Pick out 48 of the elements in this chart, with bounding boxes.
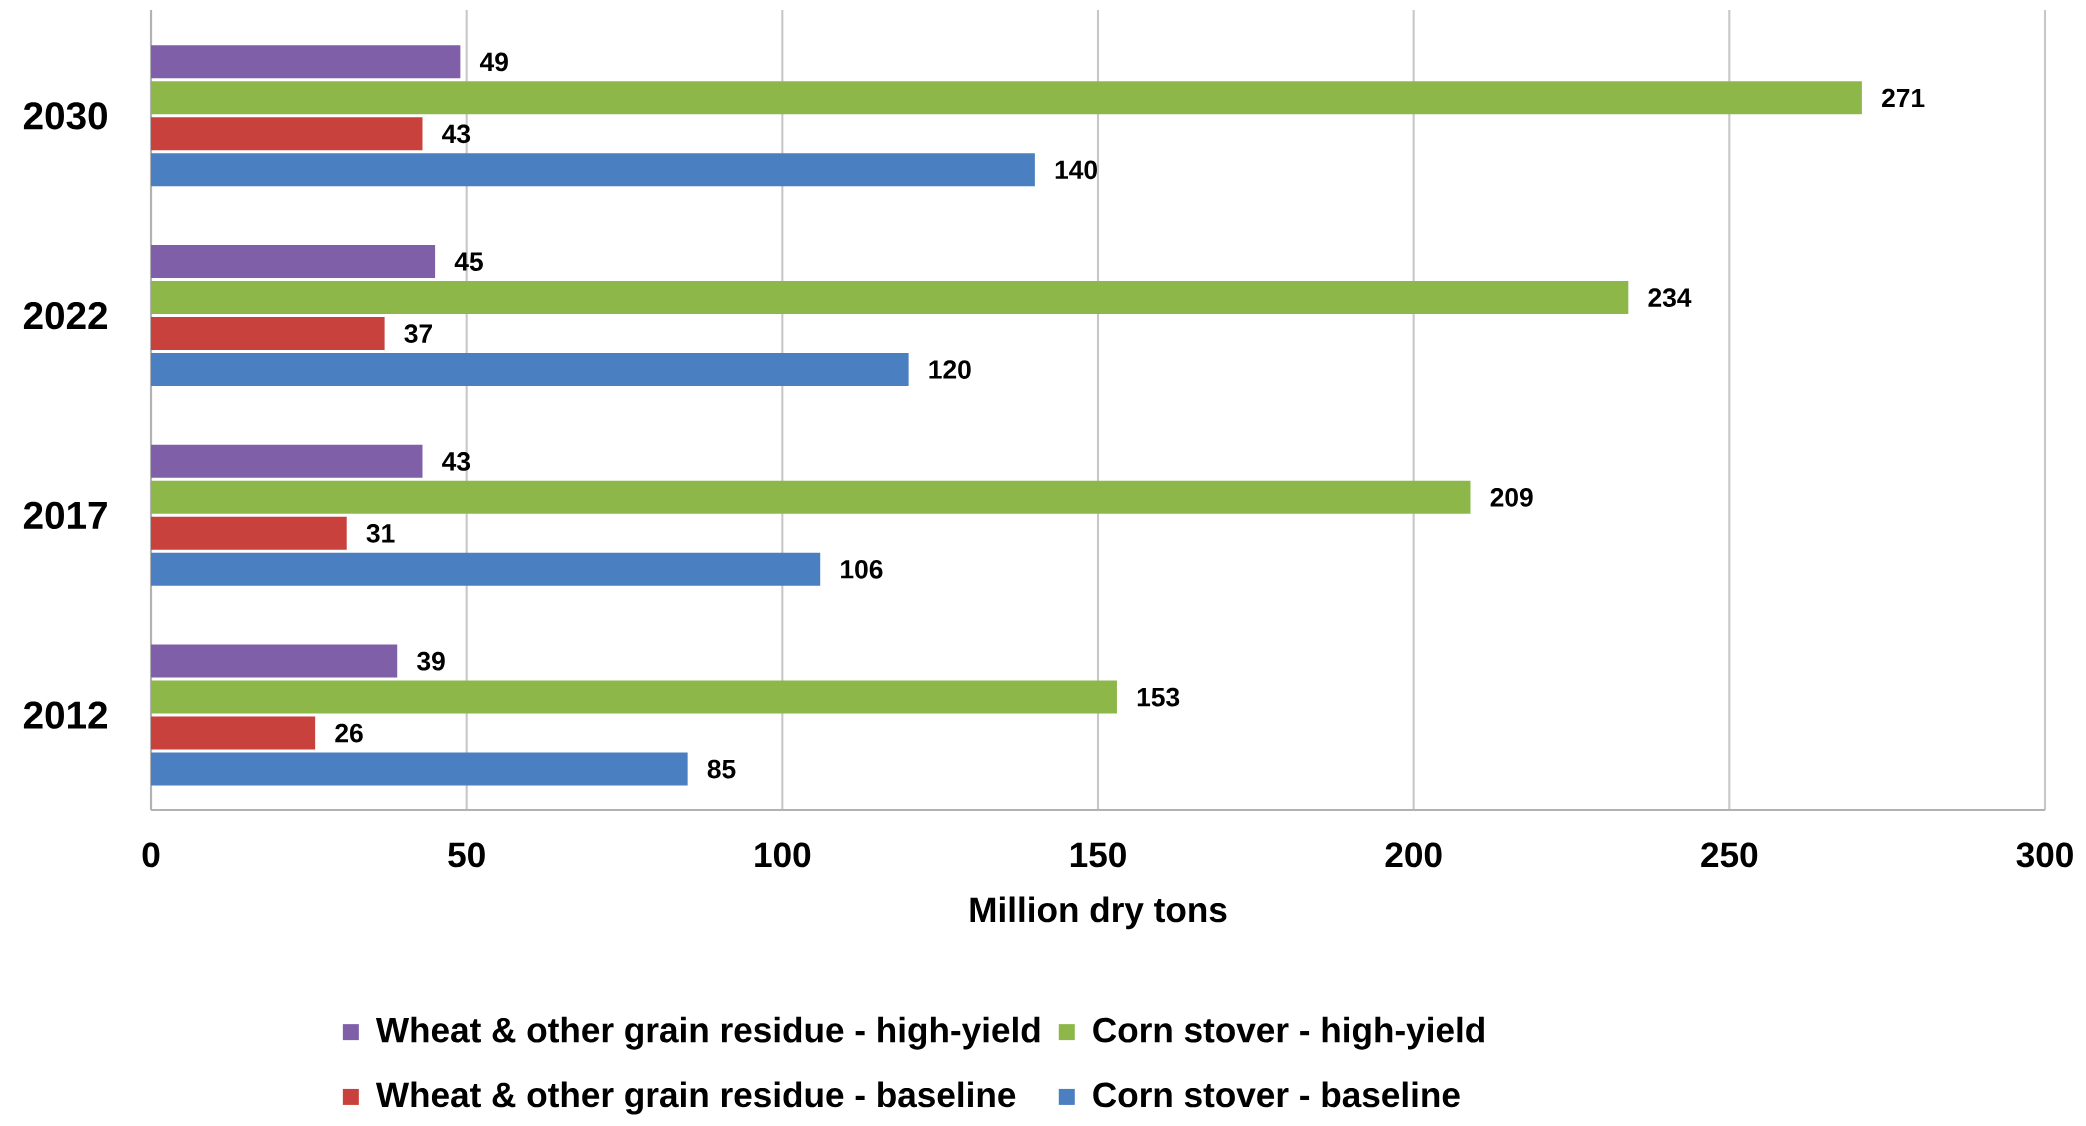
- x-tick-label: 100: [755, 842, 811, 868]
- x-axis-title: Million dry tons: [970, 896, 1227, 930]
- bar: [151, 153, 1035, 187]
- bar: [151, 752, 688, 786]
- data-label: 120: [929, 360, 971, 379]
- bar: [151, 81, 1862, 115]
- bar: [151, 680, 1117, 714]
- x-tick-label: 300: [2016, 842, 2073, 868]
- bar: [151, 316, 385, 350]
- bar: [151, 480, 1471, 514]
- x-tick-label: 50: [448, 842, 485, 868]
- bar: [151, 352, 909, 386]
- x-tick-label: 200: [1385, 842, 1442, 868]
- bar: [151, 516, 347, 550]
- legend-label: Wheat & other grain residue - high-yield: [375, 1016, 1040, 1050]
- bar: [151, 280, 1629, 314]
- data-label: 209: [1490, 487, 1533, 507]
- data-label: 140: [1055, 160, 1097, 179]
- data-label: 31: [366, 523, 395, 543]
- data-label: 153: [1137, 687, 1180, 707]
- data-label: 106: [841, 559, 883, 579]
- data-label: 85: [707, 759, 736, 779]
- bar: [151, 244, 436, 278]
- data-label: 43: [442, 451, 471, 471]
- bar: [151, 716, 316, 750]
- legend-label: Corn stover - baseline: [1093, 1081, 1460, 1108]
- x-tick-label: 250: [1701, 842, 1758, 868]
- y-tick-label: 2022: [23, 301, 108, 330]
- bar: [151, 644, 398, 678]
- bar: [151, 552, 821, 586]
- y-tick-label: 2030: [23, 102, 107, 130]
- bar: [151, 444, 423, 478]
- data-label: 234: [1648, 288, 1692, 307]
- y-tick-label: 2017: [23, 501, 107, 529]
- data-label: 26: [335, 723, 363, 743]
- data-label: 271: [1882, 88, 1925, 107]
- legend-label: Wheat & other grain residue - baseline: [375, 1081, 1016, 1115]
- data-label: 43: [442, 124, 471, 144]
- x-tick-label: 0: [142, 842, 160, 868]
- data-label: 37: [404, 324, 432, 343]
- legend-label: Corn stover - high-yield: [1093, 1016, 1484, 1050]
- bar: [151, 117, 423, 151]
- bar: [151, 45, 461, 79]
- data-label: 45: [454, 252, 483, 271]
- y-tick-label: 2012: [23, 701, 108, 729]
- data-label: 39: [417, 651, 445, 671]
- x-tick-label: 150: [1070, 842, 1126, 868]
- data-label: 49: [479, 52, 508, 72]
